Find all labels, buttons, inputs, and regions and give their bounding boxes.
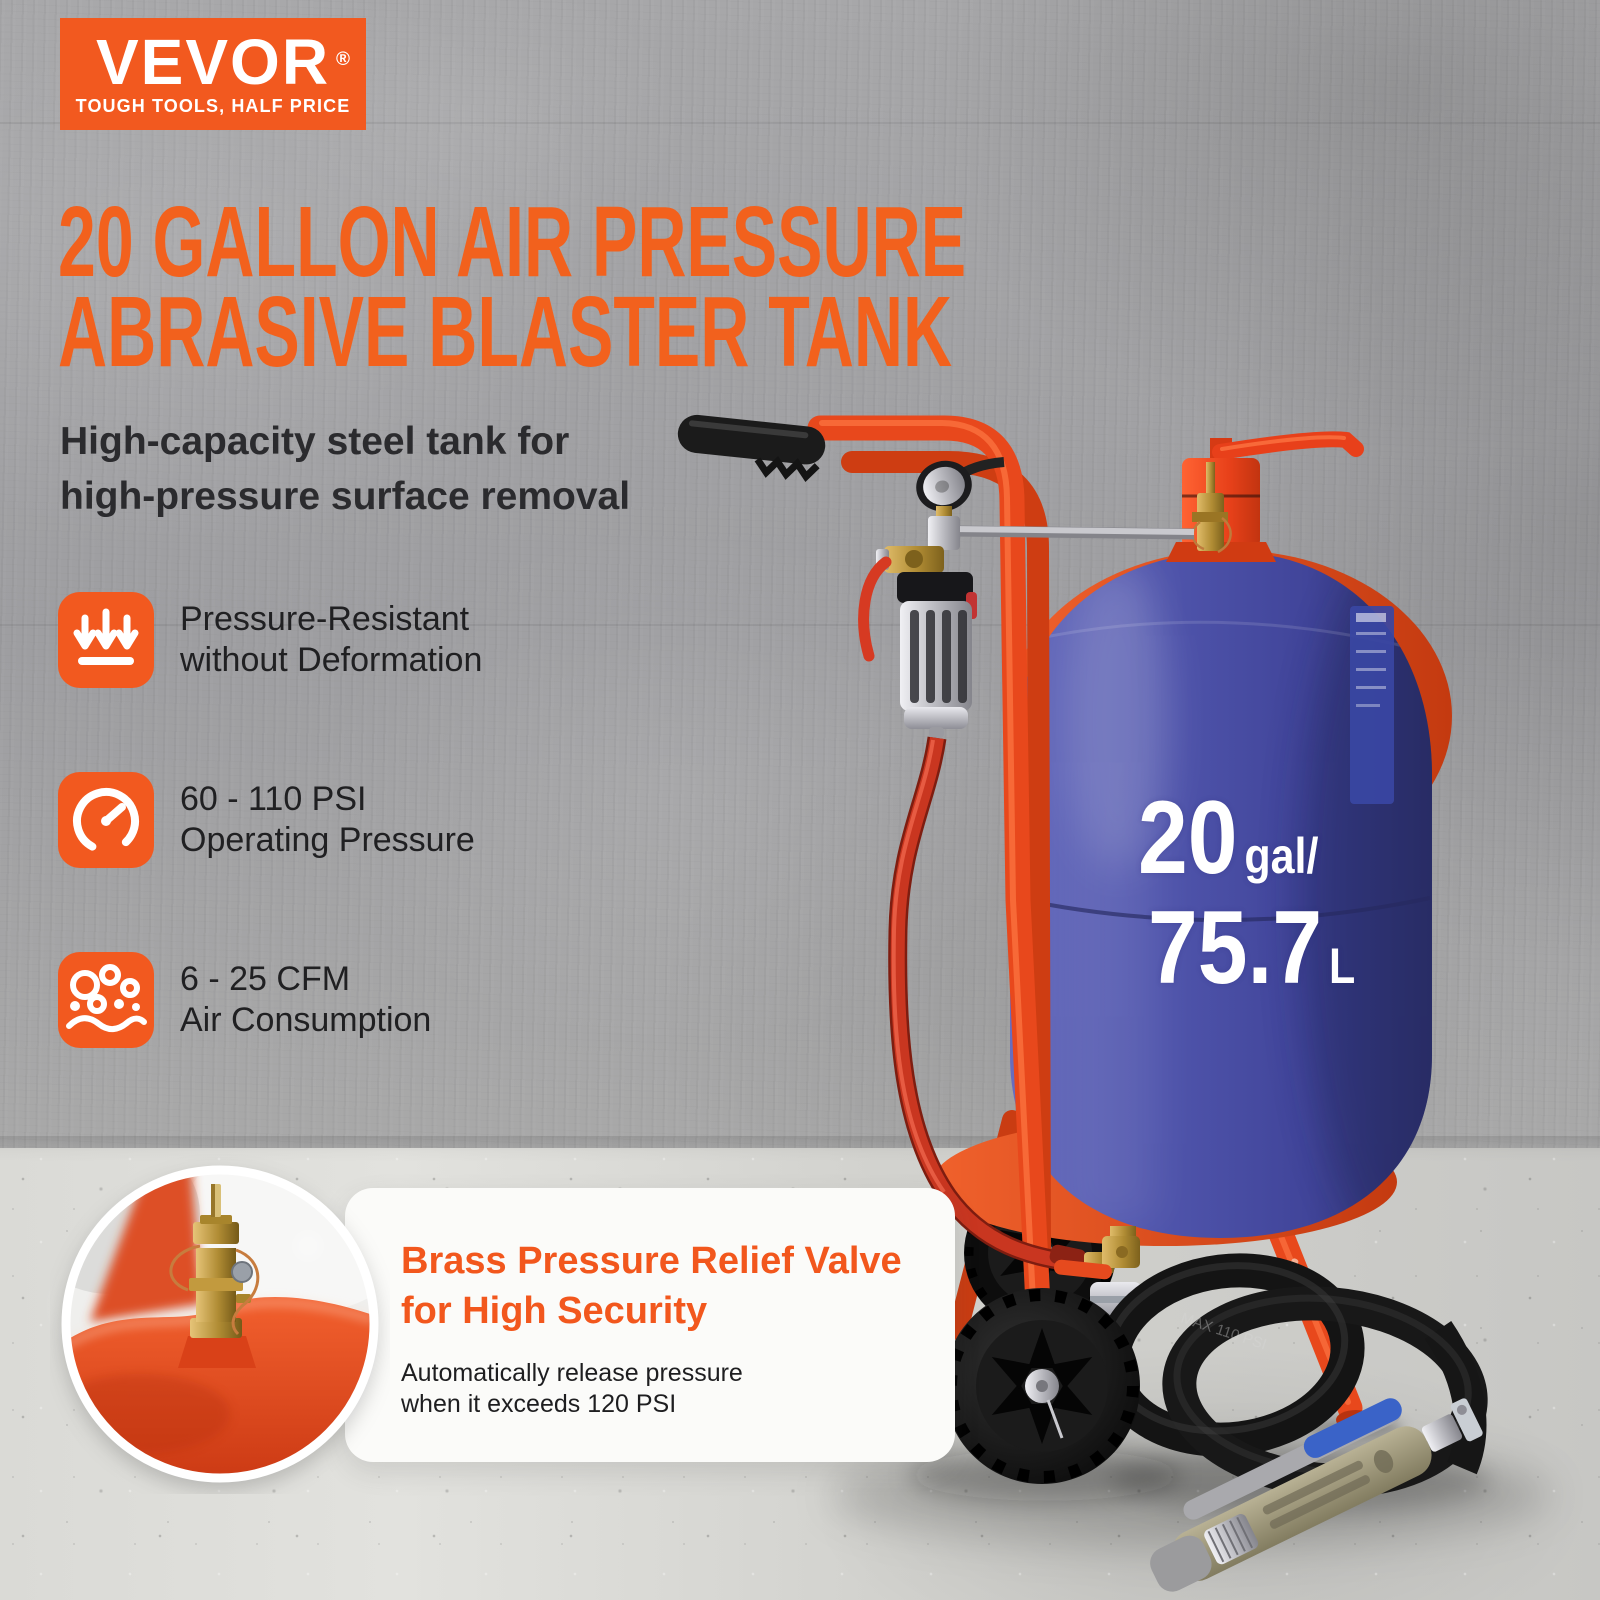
headline-line1: 20 GALLON AIR PRESSURE <box>58 186 967 298</box>
callout-body: Automatically release pressure when it e… <box>401 1358 955 1420</box>
subheadline-line2: high-pressure surface removal <box>60 475 631 518</box>
feature-text: 6 - 25 CFM Air Consumption <box>180 959 431 1041</box>
tank-capacity-gallons: 20 gal/ <box>1138 780 1319 896</box>
feature-text: Pressure-Resistant without Deformation <box>180 599 482 681</box>
pressure-gauge-icon <box>58 772 154 868</box>
feature-text: 60 - 110 PSI Operating Pressure <box>180 779 475 861</box>
callout-title-line1: Brass Pressure Relief Valve <box>401 1240 902 1282</box>
vevor-logo: VEVOR ® TOUGH TOOLS, HALF PRICE <box>60 18 366 130</box>
capacity-unit-liters: L <box>1328 938 1356 994</box>
capacity-value-gal: 20 <box>1138 780 1238 896</box>
brass-relief-valve <box>169 1184 260 1368</box>
feature-line2: Air Consumption <box>180 1001 432 1039</box>
headline: 20 GALLON AIR PRESSURE ABRASIVE BLASTER … <box>58 186 967 388</box>
air-bubbles-icon <box>58 952 154 1048</box>
callout-title-line2: for High Security <box>401 1290 708 1332</box>
subheadline: High-capacity steel tank for high-pressu… <box>60 414 630 524</box>
feature-line1: Pressure-Resistant <box>180 600 470 638</box>
callout-body-line1: Automatically release pressure <box>401 1359 743 1387</box>
callout-body-line2: when it exceeds 120 PSI <box>401 1390 677 1418</box>
feature-line1: 60 - 110 PSI <box>180 780 367 818</box>
subheadline-line1: High-capacity steel tank for <box>60 420 570 463</box>
capacity-unit-gal: gal/ <box>1244 828 1319 884</box>
front-wheel <box>944 1288 1140 1484</box>
feature-pressure-resistant: Pressure-Resistant without Deformation <box>58 592 482 688</box>
callout-title: Brass Pressure Relief Valve for High Sec… <box>401 1236 955 1336</box>
feature-operating-pressure: 60 - 110 PSI Operating Pressure <box>58 772 475 868</box>
callout-card: Brass Pressure Relief Valve for High Sec… <box>345 1188 955 1462</box>
relief-valve-inset-photo <box>61 1165 379 1483</box>
brand-wordmark: VEVOR ® <box>96 30 350 94</box>
pressure-arrows-icon <box>58 592 154 688</box>
brand-name: VEVOR <box>95 25 331 98</box>
pressure-gauge-part <box>916 457 1005 519</box>
capacity-value-liters: 75.7 <box>1148 890 1323 1006</box>
headline-line2: ABRASIVE BLASTER TANK <box>58 276 953 388</box>
wall-joint-line <box>0 624 1600 626</box>
feature-air-consumption: 6 - 25 CFM Air Consumption <box>58 952 431 1048</box>
registered-trademark-mark: ® <box>336 48 353 70</box>
steel-crossbar <box>951 525 1195 540</box>
moisture-filter <box>858 516 977 738</box>
brand-tagline: TOUGH TOOLS, HALF PRICE <box>75 95 351 116</box>
feature-line2: Operating Pressure <box>180 821 475 859</box>
fill-funnel <box>1166 431 1364 562</box>
feature-line1: 6 - 25 CFM <box>180 960 351 998</box>
feature-line2: without Deformation <box>180 641 483 679</box>
blast-gun <box>1150 1398 1483 1592</box>
tank-capacity-liters: 75.7 L <box>1148 890 1356 1006</box>
handle-grip <box>677 414 826 483</box>
wall-joint-line <box>0 122 1600 124</box>
